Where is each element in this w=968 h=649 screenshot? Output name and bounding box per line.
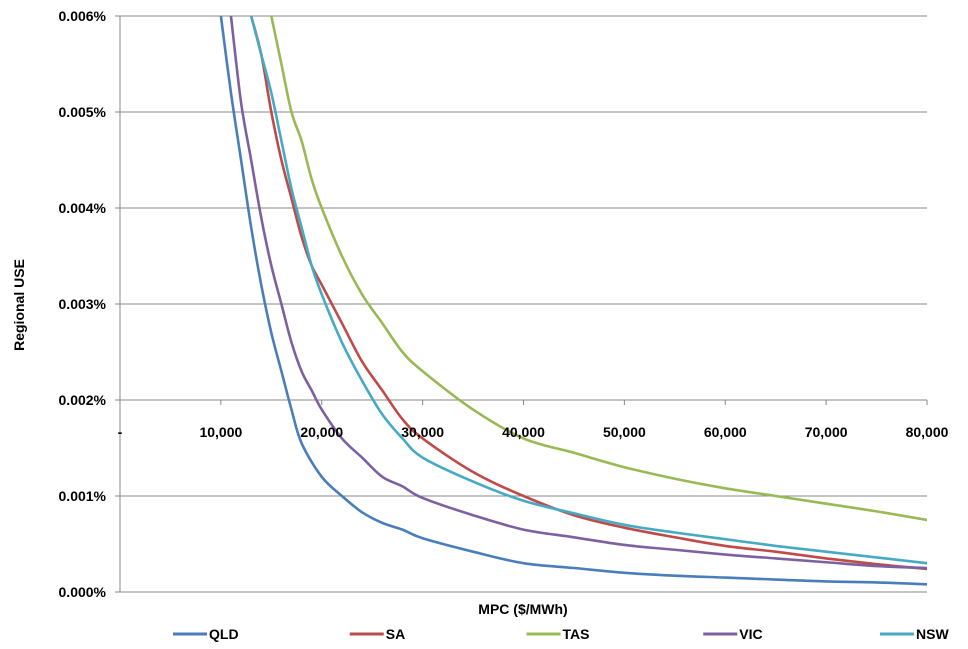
legend-item-vic: VIC — [703, 626, 763, 642]
y-tick-label: 0.004% — [59, 200, 107, 216]
legend-label: SA — [386, 626, 405, 642]
axes — [115, 15, 928, 593]
x-tick-label: 20,000 — [300, 424, 343, 440]
x-tick-labels: - 10,000 20,000 30,000 40,000 50,000 60,000 70,… — [118, 424, 949, 440]
x-tick-label: 40,000 — [502, 424, 545, 440]
x-tick-label: - — [118, 424, 123, 440]
series-line-tas — [270, 16, 927, 522]
series-line-nsw — [249, 16, 927, 565]
y-tick-label: 0.006% — [59, 8, 107, 24]
legend: QLD SA TAS VIC NSW — [173, 626, 949, 642]
y-tick-label: 0.000% — [59, 584, 107, 600]
legend-label: VIC — [739, 626, 762, 642]
x-axis-title: MPC ($/MWh) — [478, 601, 567, 617]
x-tick-label: 60,000 — [704, 424, 747, 440]
x-tick-label: 10,000 — [199, 424, 242, 440]
series-line-sa — [249, 16, 927, 571]
legend-item-tas: TAS — [526, 626, 590, 642]
x-tick-label: 80,000 — [906, 424, 949, 440]
y-tick-labels: 0.000% 0.001% 0.002% 0.003% 0.004% 0.005% 0.00… — [59, 8, 107, 600]
x-tick-label: 30,000 — [401, 424, 444, 440]
legend-item-qld: QLD — [173, 626, 239, 642]
y-tick-label: 0.001% — [59, 488, 107, 504]
legend-label: TAS — [563, 626, 590, 642]
legend-label: QLD — [209, 626, 239, 642]
y-tick-label: 0.002% — [59, 392, 107, 408]
series-line-qld — [219, 16, 927, 586]
legend-item-nsw: NSW — [880, 626, 949, 642]
legend-item-sa: SA — [349, 626, 405, 642]
y-axis-title: Regional USE — [11, 259, 27, 351]
x-tick-label: 50,000 — [603, 424, 646, 440]
y-tick-label: 0.005% — [59, 104, 107, 120]
series-lines — [219, 16, 927, 586]
series-line-vic — [229, 16, 927, 570]
legend-label: NSW — [916, 626, 949, 642]
y-tick-label: 0.003% — [59, 296, 107, 312]
x-tick-label: 70,000 — [805, 424, 848, 440]
